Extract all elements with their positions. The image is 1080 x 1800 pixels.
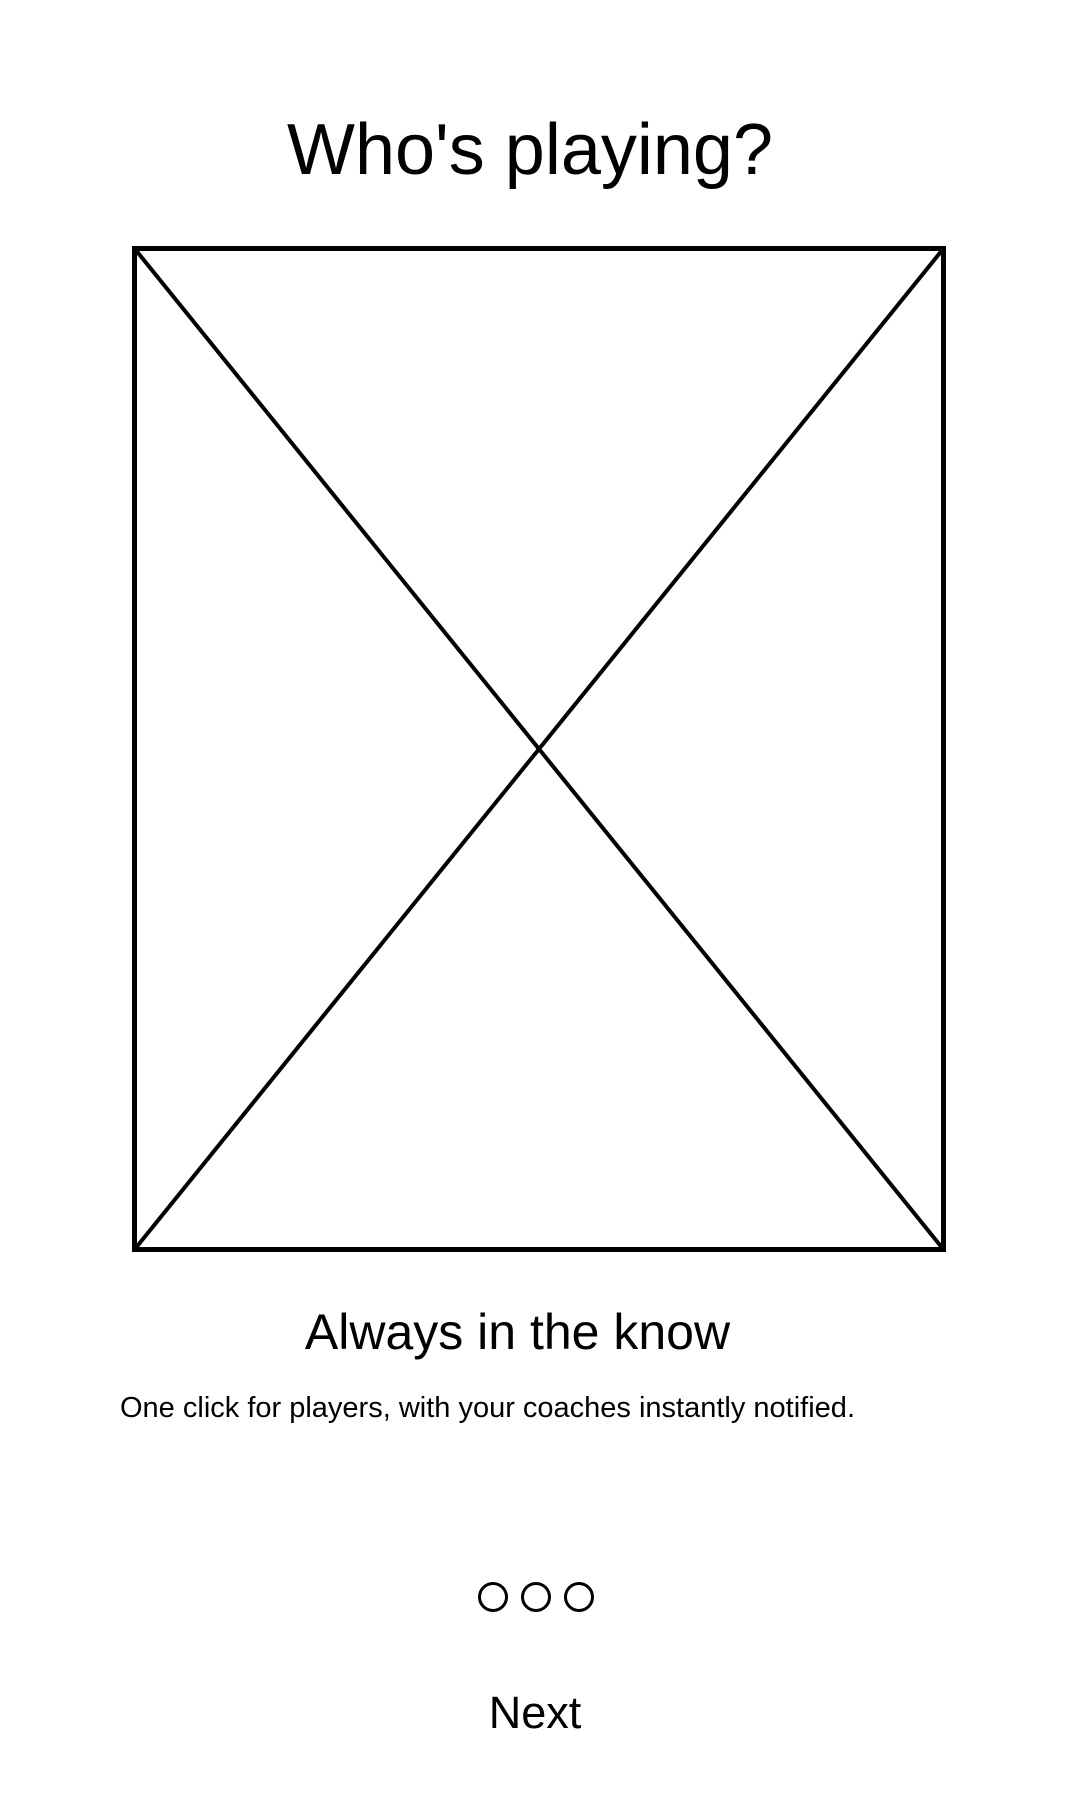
next-button[interactable]: Next bbox=[0, 1685, 1070, 1741]
placeholder-image-icon bbox=[132, 246, 946, 1252]
image-placeholder bbox=[132, 246, 946, 1252]
page-indicator bbox=[478, 1582, 594, 1612]
slide-heading: Always in the know bbox=[304, 1304, 731, 1360]
page-indicator-dot-3[interactable] bbox=[564, 1582, 594, 1612]
page-indicator-dot-2[interactable] bbox=[521, 1582, 551, 1612]
page-indicator-dot-1[interactable] bbox=[478, 1582, 508, 1612]
page-title: Who's playing? bbox=[287, 110, 773, 190]
slide-description: One click for players, with your coaches… bbox=[120, 1392, 855, 1424]
